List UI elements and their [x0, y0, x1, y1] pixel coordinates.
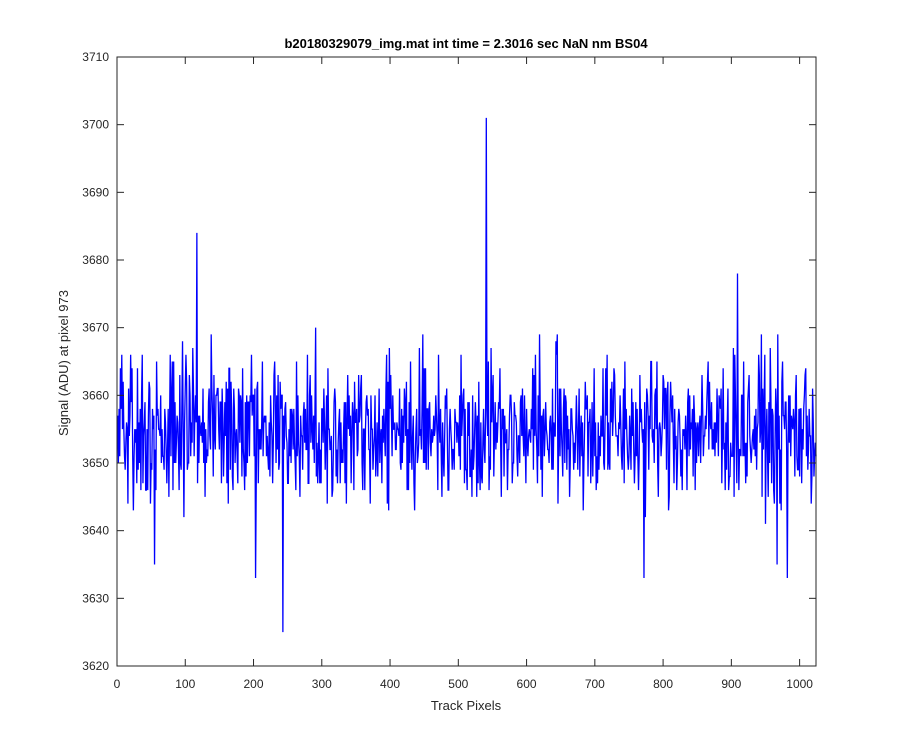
x-tick-label: 300 — [312, 677, 332, 691]
axes: 0 100 200 300 400 500 600 700 800 900 1000 3620 3630… — [82, 50, 817, 691]
y-tick-label: 3660 — [82, 388, 109, 402]
plot-background — [117, 57, 816, 666]
y-tick-label: 3640 — [82, 524, 109, 538]
x-tick-label: 200 — [244, 677, 264, 691]
x-tick-label: 700 — [585, 677, 605, 691]
x-tick-label: 500 — [448, 677, 468, 691]
x-tick-label: 0 — [114, 677, 121, 691]
y-tick-label: 3630 — [82, 591, 109, 605]
y-axis-label: Signal (ADU) at pixel 973 — [56, 290, 71, 436]
x-tick-label: 600 — [517, 677, 537, 691]
x-tick-label: 800 — [653, 677, 673, 691]
axes-box — [116, 56, 817, 667]
x-tick-label: 900 — [721, 677, 741, 691]
x-tick-label: 1000 — [786, 677, 813, 691]
signal-series-line — [117, 117, 817, 633]
y-tick-label: 3620 — [82, 659, 109, 673]
y-tick-label: 3680 — [82, 253, 109, 267]
x-axis-label: Track Pixels — [431, 698, 502, 713]
y-tick-label: 3700 — [82, 118, 109, 132]
y-tick-label: 3670 — [82, 321, 109, 335]
y-tick-label: 3650 — [82, 456, 109, 470]
chart-title: b20180329079_img.mat int time = 2.3016 s… — [284, 36, 648, 51]
x-tick-label: 400 — [380, 677, 400, 691]
plot-area — [117, 57, 817, 666]
x-tick-label: 100 — [175, 677, 195, 691]
y-tick-label: 3690 — [82, 185, 109, 199]
y-tick-label: 3710 — [82, 50, 109, 64]
